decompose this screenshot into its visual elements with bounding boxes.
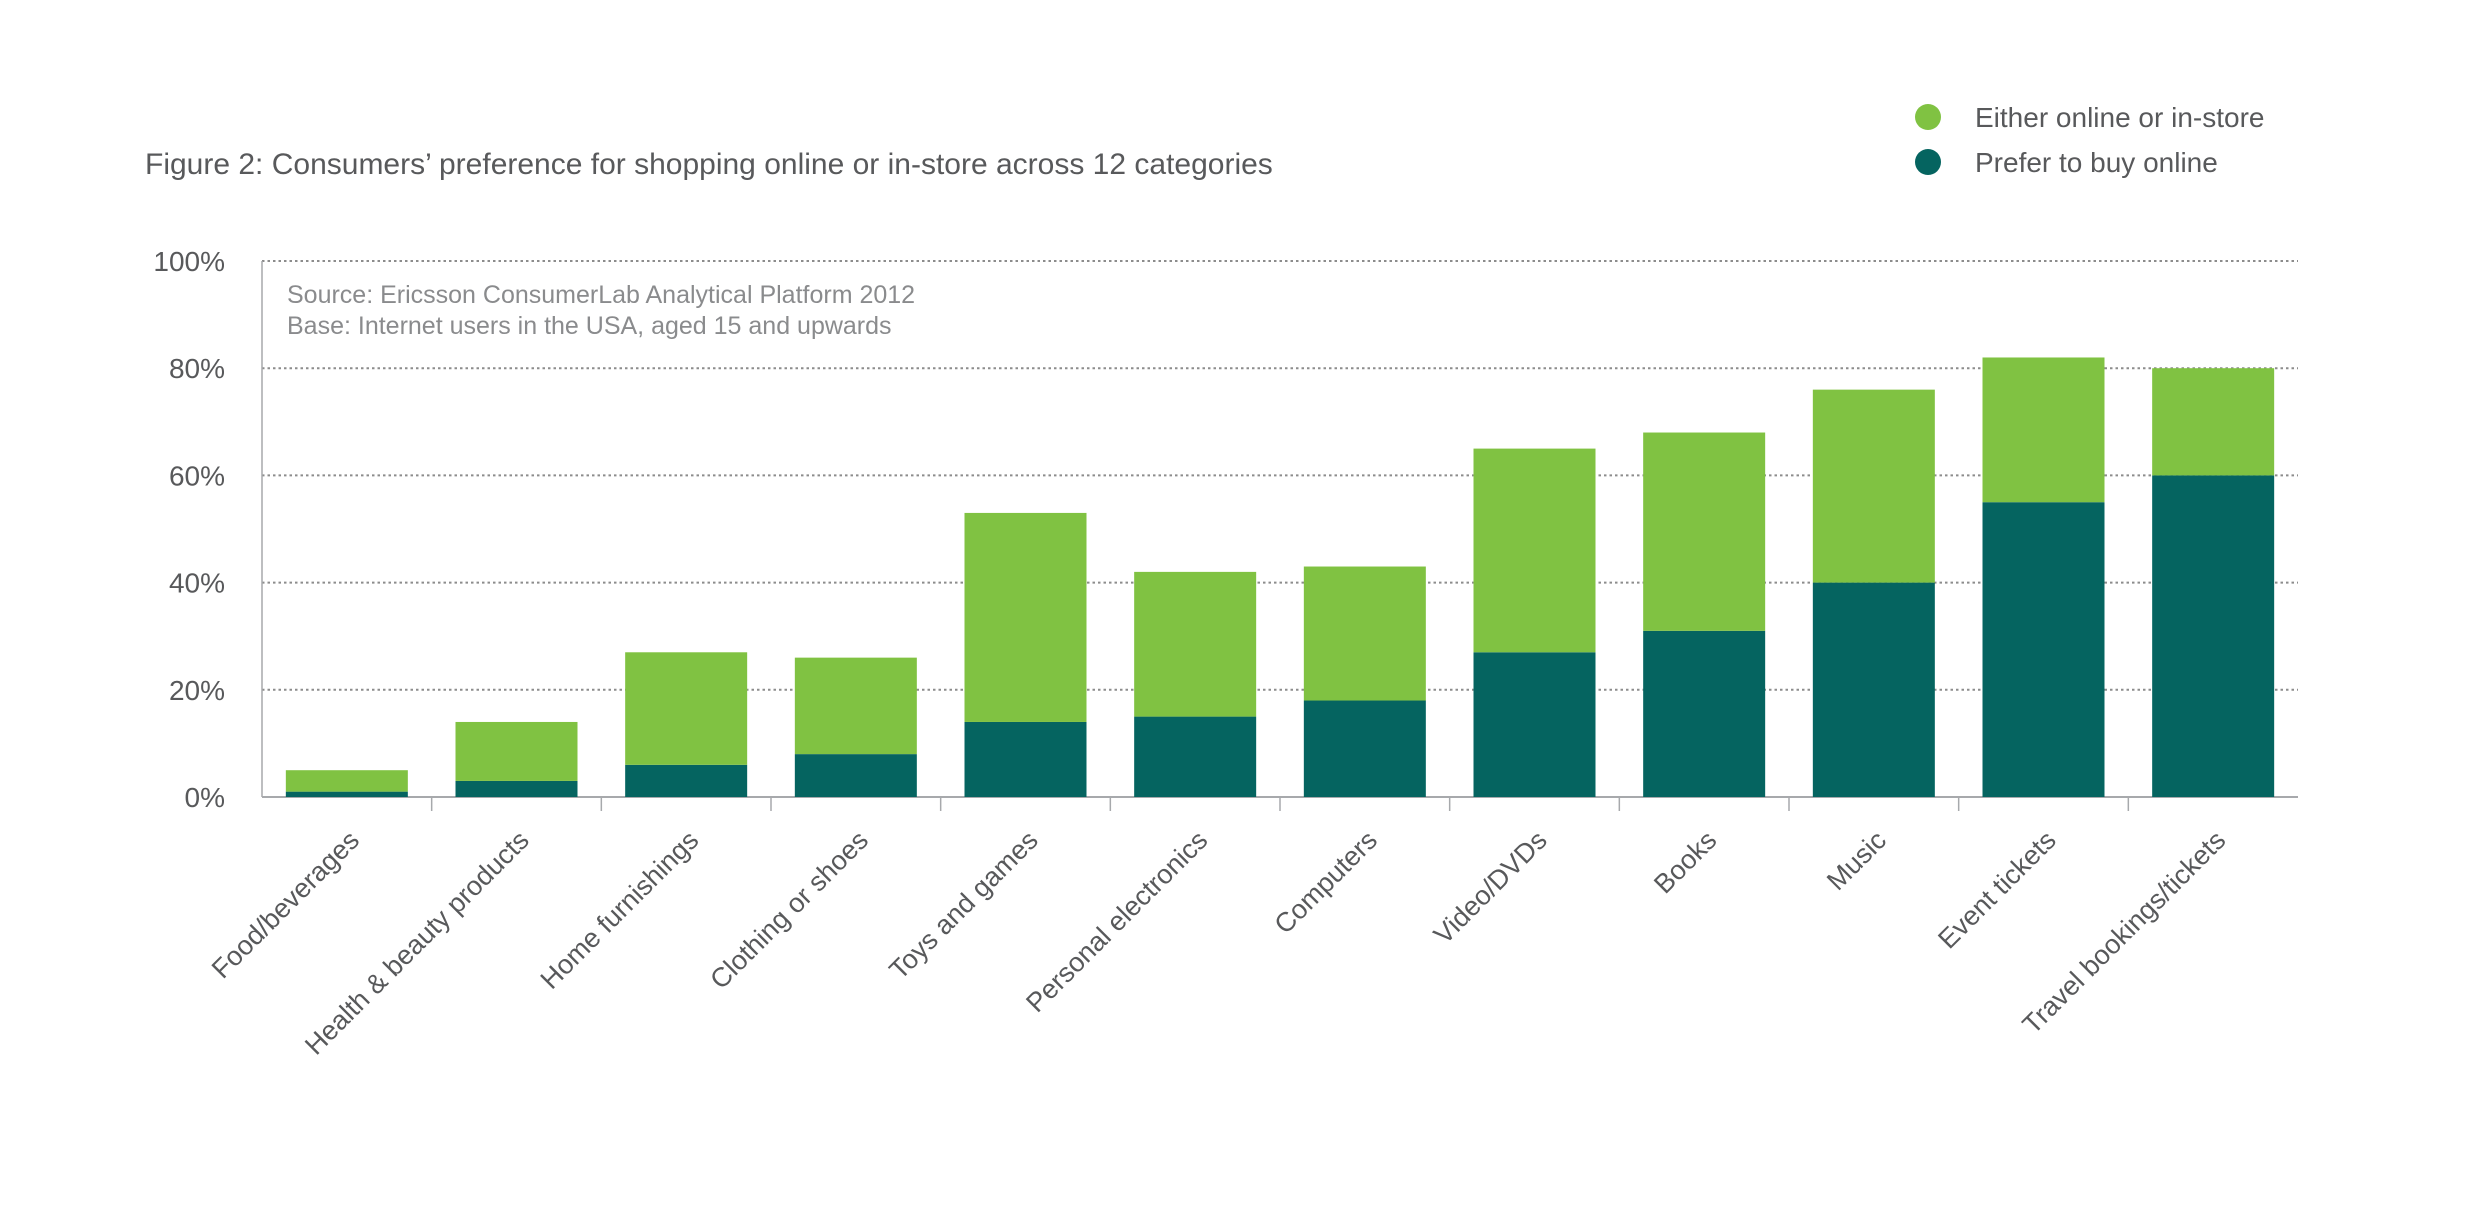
y-tick-label: 100%	[153, 246, 225, 277]
x-tick-label: Music	[1821, 825, 1892, 896]
bar-segment-either	[1643, 432, 1766, 631]
bar-segment-either	[1303, 566, 1426, 701]
x-tick-label: Computers	[1268, 825, 1383, 940]
y-tick-label: 40%	[169, 568, 225, 599]
bar-segment-prefer-online	[1473, 652, 1596, 797]
x-tick-label: Toys and games	[884, 825, 1044, 985]
x-tick-label: Event tickets	[1932, 825, 2061, 954]
legend-label-either: Either online or in-store	[1975, 102, 2264, 133]
source-note: Source: Ericsson ConsumerLab Analytical …	[287, 281, 915, 309]
x-tick-label: Books	[1648, 825, 1722, 899]
chart-title: Figure 2: Consumers’ preference for shop…	[145, 148, 1273, 181]
y-tick-label: 80%	[169, 353, 225, 384]
y-tick-label: 20%	[169, 675, 225, 706]
bar-segment-either	[625, 652, 748, 765]
bar-segment-prefer-online	[285, 791, 408, 797]
bar-segment-prefer-online	[1982, 502, 2105, 797]
bar-segment-either	[1473, 448, 1596, 653]
bar-segment-either	[2152, 368, 2275, 476]
x-tick-label: Home furnishings	[535, 825, 705, 995]
y-tick-label: 0%	[185, 782, 225, 813]
bar-segment-prefer-online	[1643, 630, 1766, 797]
bar-segment-either	[964, 512, 1087, 722]
bar-segment-either	[794, 657, 917, 755]
legend: Either online or in-store Prefer to buy …	[1915, 102, 2264, 178]
bar-segment-prefer-online	[1134, 716, 1257, 797]
legend-swatch-either	[1915, 104, 1941, 130]
bar-segment-either	[455, 721, 578, 781]
x-tick-label: Clothing or shoes	[704, 825, 874, 995]
y-tick-label: 60%	[169, 460, 225, 491]
bar-segment-either	[1982, 357, 2105, 503]
bar-segment-prefer-online	[625, 764, 748, 797]
bar-segment-either	[285, 770, 408, 792]
base-note: Base: Internet users in the USA, aged 15…	[287, 312, 892, 340]
bar-segment-prefer-online	[794, 754, 917, 797]
bar-segment-prefer-online	[1812, 582, 1935, 797]
bar-segment-either	[1812, 389, 1935, 583]
bar-segment-prefer-online	[1303, 700, 1426, 797]
bar-segment-prefer-online	[964, 721, 1087, 797]
x-tick-label: Food/beverages	[206, 825, 365, 984]
legend-label-online: Prefer to buy online	[1975, 147, 2218, 178]
x-tick-label: Personal electronics	[1020, 825, 1213, 1018]
x-tick-label: Video/DVDs	[1428, 825, 1553, 950]
bar-segment-prefer-online	[2152, 475, 2275, 797]
legend-swatch-online	[1915, 149, 1941, 175]
bar-segment-prefer-online	[455, 780, 578, 797]
bar-segment-either	[1134, 571, 1257, 717]
